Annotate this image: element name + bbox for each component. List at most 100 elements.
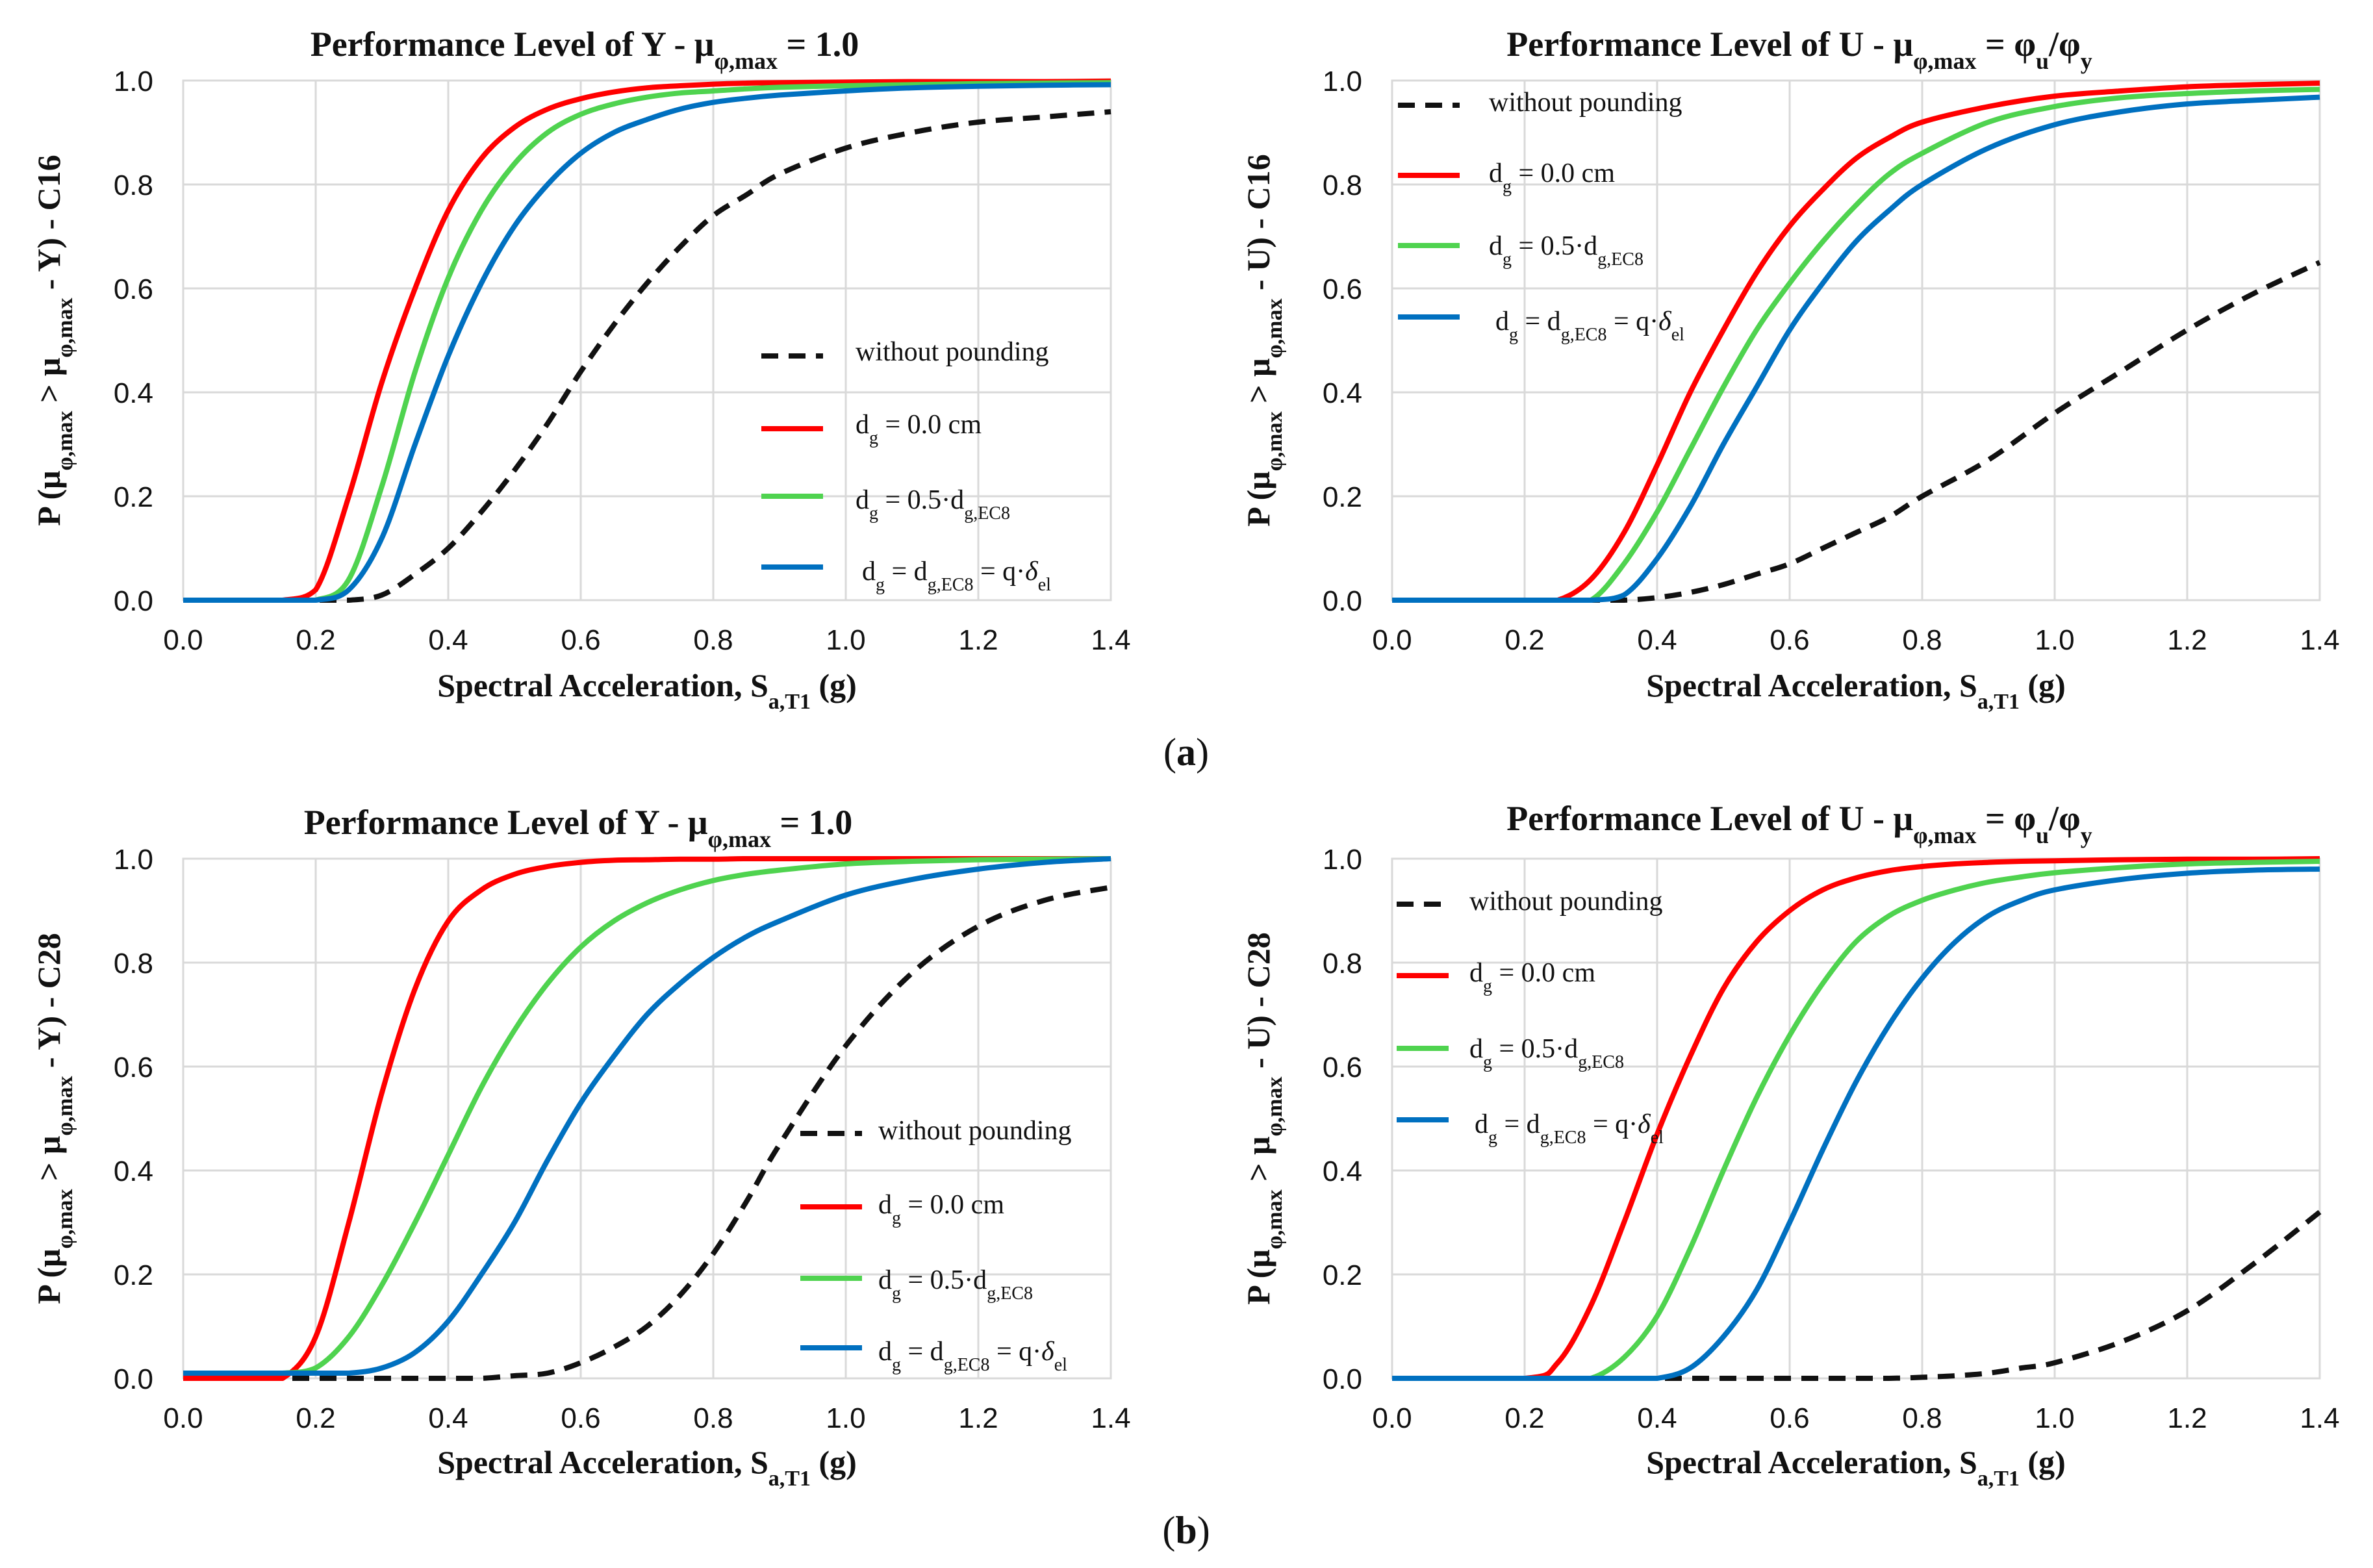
series-dg05 (183, 80, 1111, 603)
caption-b: (b) (1162, 1509, 1210, 1552)
gridlines (1391, 857, 2321, 1380)
plot-area (1391, 79, 2321, 601)
series-dgec8 (1391, 866, 2320, 1382)
x-tick-label: 1.0 (826, 624, 865, 656)
y-axis-label-suffix: Y) - C28 (31, 933, 67, 1050)
y-axis-label: P (μφ,max > μφ,max - U) - C16 (1240, 154, 1287, 526)
title-subscript-2: u (2036, 48, 2049, 74)
y-tick-label: 1.0 (1323, 66, 1362, 97)
x-tick-label: 1.2 (958, 624, 998, 656)
y-axis-label: P (μφ,max > μφ,max - Y) - C28 (31, 933, 77, 1304)
y-tick-label: 0.4 (114, 1156, 153, 1187)
y-axis-label: P (μφ,max > μφ,max - U) - C28 (1240, 932, 1287, 1304)
y-tick-label: 0.4 (1323, 377, 1362, 409)
title-text-2: = φ (1977, 799, 2036, 838)
y-axis-label-suffix: U) - C16 (1240, 154, 1276, 272)
x-tick-label: 1.2 (2167, 624, 2207, 656)
gridlines (182, 79, 1112, 601)
series-layer (1392, 81, 2321, 603)
series-without-pounding (183, 885, 1111, 1381)
x-tick-label: 0.2 (296, 1402, 335, 1434)
series-dg0 (183, 78, 1111, 603)
y-tick-label: 1.0 (114, 66, 153, 97)
title-subscript-2: u (2036, 822, 2049, 848)
y-tick-label: 0.2 (114, 481, 153, 513)
series-dgec8 (183, 82, 1111, 603)
title-text-3: /φ (2048, 799, 2081, 838)
y-axis-label: P (μφ,max > μφ,max - Y) - C16 (31, 155, 77, 526)
x-tick-label: 1.0 (2035, 1402, 2074, 1434)
y-axis-label-suffix: U) - C28 (1240, 932, 1276, 1050)
chart-title: Performance Level of Y - μφ,max = 1.0 (311, 25, 859, 74)
y-tick-label: 0.6 (114, 1052, 153, 1083)
y-tick-label: 0.0 (1323, 585, 1362, 617)
x-tick-label: 0.6 (1770, 1402, 1809, 1434)
plot-area (182, 79, 1112, 601)
series-dgec8 (1392, 94, 2320, 603)
chart-b-left: Performance Level of Y - μφ,max = 1.0 Sp… (31, 803, 1131, 1491)
series-layer (183, 78, 1111, 603)
x-tick-label: 1.0 (826, 1402, 865, 1434)
series-layer (183, 855, 1111, 1381)
title-text-2: = 1.0 (771, 803, 852, 842)
title-text: Performance Level of Y - μ (311, 25, 715, 64)
x-tick-label: 0.8 (1902, 1402, 1942, 1434)
caption-a: (a) (1163, 731, 1209, 774)
x-tick-label: 0.2 (1504, 624, 1544, 656)
series-layer (1391, 856, 2322, 1382)
x-tick-label: 0.4 (1637, 624, 1677, 656)
plot-area (182, 857, 1112, 1380)
series-dg05 (1391, 859, 2320, 1382)
y-tick-label: 0.8 (1323, 948, 1362, 980)
x-axis-label: Spectral Acceleration, Sa,T1 (g) (1646, 667, 2066, 714)
title-subscript: φ,max (708, 826, 771, 852)
y-tick-label: 0.2 (1323, 481, 1362, 513)
x-tick-label: 0.4 (428, 624, 468, 656)
x-tick-label: 1.4 (2300, 624, 2339, 656)
y-tick-label: 0.6 (114, 273, 153, 305)
x-tick-label: 0.4 (428, 1402, 468, 1434)
y-axis-label-suffix: Y) - C16 (31, 155, 67, 272)
chart-title: Performance Level of U - μφ,max = φu/φy (1506, 25, 2092, 74)
x-tick-label: 0.4 (1637, 1402, 1677, 1434)
chart-a-right: Performance Level of U - μφ,max = φu/φy … (1240, 25, 2340, 714)
legend-label-without-pounding: without pounding (878, 1116, 1072, 1146)
x-tick-label: 0.0 (1372, 624, 1412, 656)
legend-label-without-pounding: without pounding (1489, 88, 1682, 118)
x-tick-label: 0.6 (561, 624, 600, 656)
title-subscript-3: y (2081, 822, 2092, 848)
x-tick-label: 0.8 (693, 624, 733, 656)
x-tick-label: 1.2 (958, 1402, 998, 1434)
series-dg05 (183, 856, 1111, 1376)
series-dg0 (1392, 81, 2320, 603)
y-tick-label: 0.0 (114, 585, 153, 617)
series-dg0 (1391, 856, 2320, 1382)
y-tick-label: 0.0 (1323, 1363, 1362, 1395)
y-tick-label: 0.2 (1323, 1259, 1362, 1291)
x-tick-label: 1.0 (2035, 624, 2074, 656)
x-tick-label: 0.0 (1372, 1402, 1412, 1434)
y-tick-label: 0.6 (1323, 273, 1362, 305)
y-tick-label: 0.4 (1323, 1156, 1362, 1187)
title-subscript: φ,max (715, 48, 778, 74)
y-tick-label: 0.8 (114, 948, 153, 980)
x-axis-label: Spectral Acceleration, Sa,T1 (g) (1646, 1444, 2066, 1491)
legend-label-without-pounding: without pounding (1469, 887, 1663, 917)
title-subscript: φ,max (1913, 822, 1976, 848)
title-text-3: /φ (2048, 25, 2081, 64)
series-without-pounding (183, 109, 1111, 603)
y-tick-label: 0.8 (1323, 170, 1362, 201)
chart-b-right: Performance Level of U - μφ,max = φu/φy … (1240, 799, 2340, 1491)
x-tick-label: 0.0 (163, 624, 203, 656)
title-text: Performance Level of U - μ (1506, 799, 1913, 838)
x-axis-label: Spectral Acceleration, Sa,T1 (g) (437, 667, 857, 714)
y-tick-label: 0.6 (1323, 1052, 1362, 1083)
x-tick-label: 0.8 (693, 1402, 733, 1434)
x-tick-label: 0.6 (1770, 624, 1809, 656)
chart-title: Performance Level of U - μφ,max = φu/φy (1506, 799, 2092, 848)
x-tick-label: 1.4 (1091, 1402, 1130, 1434)
title-text: Performance Level of Y - μ (304, 803, 708, 842)
y-tick-label: 0.2 (114, 1259, 153, 1291)
y-tick-label: 0.0 (114, 1363, 153, 1395)
title-text-2: = φ (1977, 25, 2036, 64)
